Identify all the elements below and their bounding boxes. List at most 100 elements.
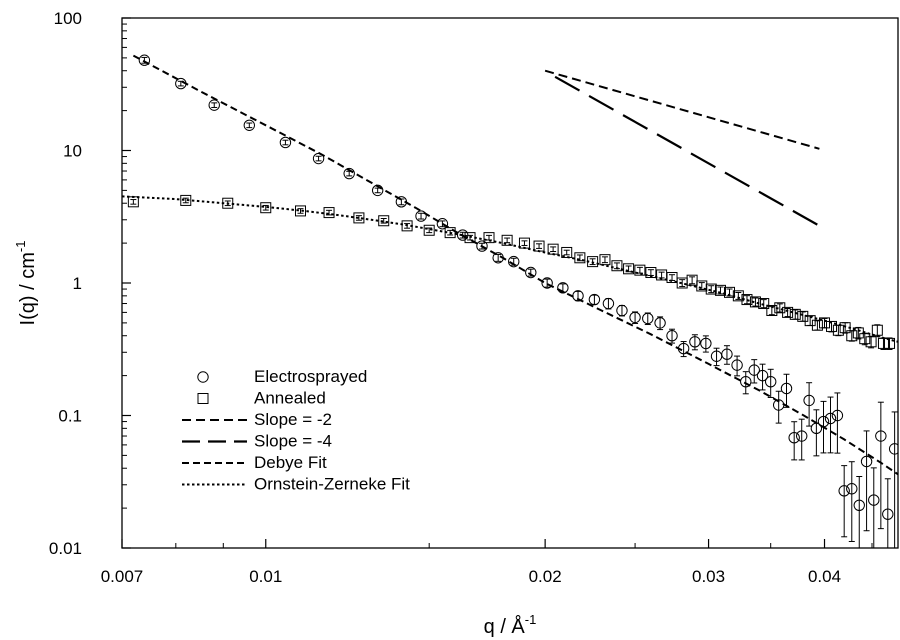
legend: Electrosprayed Annealed Slope = -2 Slope = … xyxy=(182,367,410,494)
circle-marker xyxy=(831,409,844,422)
legend-label: Debye Fit xyxy=(254,453,327,472)
square-marker xyxy=(686,274,698,286)
data-point-annealed xyxy=(561,246,573,258)
data-point-annealed xyxy=(782,306,794,318)
data-point-annealed xyxy=(859,332,871,346)
square-marker xyxy=(732,290,744,302)
square-marker xyxy=(611,260,623,272)
circle-marker xyxy=(654,317,666,329)
data-point-annealed xyxy=(401,220,413,232)
data-point-electrosprayed xyxy=(138,54,151,66)
square-marker xyxy=(464,232,476,244)
data-point-annealed xyxy=(501,234,513,246)
data-point-electrosprayed xyxy=(780,373,793,408)
data-point-electrosprayed xyxy=(629,311,641,324)
data-point-annealed xyxy=(758,298,770,310)
square-marker xyxy=(180,194,192,206)
data-point-electrosprayed xyxy=(666,328,678,344)
x-axis-title-superscript: -1 xyxy=(525,612,537,627)
data-point-electrosprayed xyxy=(588,293,601,306)
data-point-electrosprayed xyxy=(602,297,615,310)
square-marker xyxy=(222,197,234,209)
data-point-electrosprayed xyxy=(312,152,325,165)
data-point-electrosprayed xyxy=(700,335,712,353)
circle-marker xyxy=(796,430,808,442)
x-axis: 0.007 0.01 0.02 0.03 0.04 xyxy=(101,539,873,586)
x-tick-label: 0.007 xyxy=(101,567,144,586)
data-point-annealed xyxy=(732,290,744,302)
data-point-annealed xyxy=(518,237,530,249)
y-tick-label: 10 xyxy=(63,142,82,161)
data-point-electrosprayed xyxy=(740,371,752,395)
square-marker xyxy=(574,252,586,264)
data-point-annealed xyxy=(574,252,586,264)
data-point-electrosprayed xyxy=(243,119,256,131)
circle-marker xyxy=(868,494,880,506)
data-point-electrosprayed xyxy=(557,282,569,294)
data-point-electrosprayed xyxy=(492,252,504,264)
data-point-annealed xyxy=(846,330,858,342)
square-marker xyxy=(294,205,306,217)
circle-marker xyxy=(175,77,187,90)
data-point-electrosprayed xyxy=(476,240,488,252)
data-point-annealed xyxy=(696,280,708,292)
data-point-annealed xyxy=(832,324,844,337)
legend-item: Debye Fit xyxy=(182,453,327,472)
data-point-electrosprayed xyxy=(888,411,898,548)
circle-marker xyxy=(838,485,850,497)
data-point-annealed xyxy=(749,296,761,308)
data-point-annealed xyxy=(714,284,726,296)
data-point-annealed xyxy=(676,277,688,289)
square-marker xyxy=(789,308,801,320)
square-marker xyxy=(871,324,883,336)
circle-marker xyxy=(731,359,743,371)
data-point-electrosprayed xyxy=(838,465,850,538)
data-point-electrosprayed xyxy=(175,77,187,90)
circle-marker xyxy=(788,431,800,444)
square-marker xyxy=(547,243,559,255)
data-point-electrosprayed xyxy=(831,392,844,454)
square-marker xyxy=(758,298,770,310)
circle-marker xyxy=(415,210,427,222)
data-point-electrosprayed xyxy=(710,347,723,367)
circle-marker xyxy=(343,167,355,180)
legend-label: Ornstein-Zerneke Fit xyxy=(254,475,410,494)
circle-marker xyxy=(243,119,256,131)
square-marker xyxy=(865,336,877,348)
data-point-electrosprayed xyxy=(803,382,815,427)
circle-marker xyxy=(677,342,690,355)
data-point-electrosprayed xyxy=(677,341,690,358)
circle-marker xyxy=(689,336,701,348)
data-point-electrosprayed xyxy=(616,304,628,317)
data-point-annealed xyxy=(483,232,495,244)
legend-item: Annealed xyxy=(197,389,326,408)
data-point-electrosprayed xyxy=(541,277,553,289)
circle-marker xyxy=(525,266,537,279)
data-point-annealed xyxy=(645,267,657,279)
data-point-annealed xyxy=(634,264,646,276)
data-point-annealed xyxy=(423,224,435,236)
square-marker xyxy=(724,286,736,298)
circle-marker xyxy=(572,290,584,302)
data-point-annealed xyxy=(323,207,335,219)
legend-item: Ornstein-Zerneke Fit xyxy=(182,475,410,494)
square-marker xyxy=(884,337,896,349)
square-marker xyxy=(634,264,646,276)
circle-marker xyxy=(860,455,873,468)
data-point-electrosprayed xyxy=(208,99,220,111)
square-marker xyxy=(353,212,365,224)
circle-marker xyxy=(810,422,823,435)
data-point-electrosprayed xyxy=(756,363,769,391)
circle-marker xyxy=(492,252,504,264)
circle-marker xyxy=(557,282,569,294)
square-marker xyxy=(501,234,513,246)
square-marker xyxy=(587,256,599,268)
data-point-electrosprayed xyxy=(395,196,408,208)
data-point-electrosprayed xyxy=(343,167,355,180)
square-marker xyxy=(483,232,495,244)
circle-marker xyxy=(138,54,151,66)
circle-marker xyxy=(740,375,752,388)
square-marker xyxy=(623,263,635,275)
plot-frame xyxy=(121,17,899,549)
